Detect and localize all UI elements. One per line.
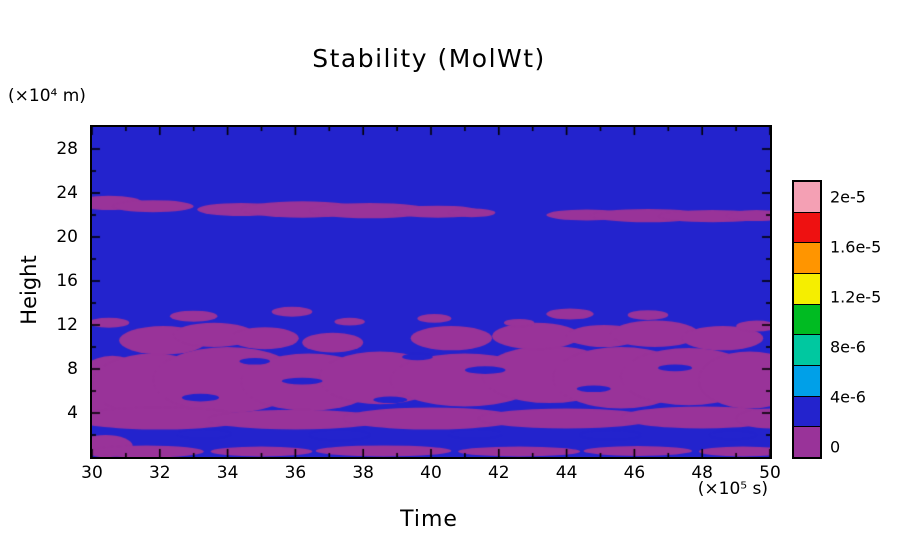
x-tick-label: 34 <box>216 463 239 483</box>
y-tick-label: 16 <box>56 271 78 291</box>
colorbar <box>792 180 822 459</box>
colorbar-cell <box>794 395 820 427</box>
colorbar-tick-label: 1.2e-5 <box>830 287 882 307</box>
x-tick-label: 48 <box>691 463 714 483</box>
colorbar-tick-label: 2e-5 <box>830 187 866 207</box>
y-tick-label: 12 <box>56 315 78 335</box>
colorbar-cell <box>794 365 820 396</box>
colorbar-labels: 0 4e-6 8e-6 1.2e-5 1.6e-5 2e-5 <box>830 180 902 457</box>
y-axis-unit: (×10⁴ m) <box>8 86 86 106</box>
y-tick-label: 8 <box>67 359 78 379</box>
colorbar-cell <box>794 273 820 304</box>
x-tick-label: 36 <box>284 463 307 483</box>
x-tick-label: 42 <box>487 463 510 483</box>
colorbar-cell <box>794 211 820 243</box>
x-tick-label: 38 <box>352 463 375 483</box>
x-tick-label: 30 <box>81 463 103 483</box>
colorbar-tick-label: 4e-6 <box>830 387 866 407</box>
colorbar-tick-label: 8e-6 <box>830 337 866 357</box>
y-tick-labels: 4 8 12 16 20 24 28 <box>0 127 84 457</box>
x-tick-label: 44 <box>555 463 578 483</box>
x-tick-label: 40 <box>420 463 442 483</box>
y-tick-label: 28 <box>56 139 78 159</box>
colorbar-tick-label: 1.6e-5 <box>830 237 882 257</box>
y-tick-label: 24 <box>56 183 78 203</box>
colorbar-cell <box>794 242 820 274</box>
colorbar-cell <box>794 303 820 335</box>
x-axis-unit: (×10⁵ s) <box>697 479 768 499</box>
contour-canvas <box>92 127 770 457</box>
colorbar-tick-label: 0 <box>830 437 841 457</box>
colorbar-cell <box>794 426 820 458</box>
x-tick-label: 46 <box>623 463 646 483</box>
x-tick-label: 50 <box>759 463 781 483</box>
colorbar-cell <box>794 334 820 366</box>
chart-title: Stability (MolWt) <box>312 44 546 73</box>
y-tick-label: 20 <box>56 227 78 247</box>
colorbar-cell <box>794 182 820 212</box>
x-axis-label: Time <box>400 507 458 532</box>
x-tick-label: 32 <box>148 463 171 483</box>
x-tick-labels: 30 32 34 36 38 40 42 44 46 48 50 <box>81 463 781 485</box>
y-tick-label: 4 <box>67 403 78 423</box>
plot-area <box>90 125 772 459</box>
